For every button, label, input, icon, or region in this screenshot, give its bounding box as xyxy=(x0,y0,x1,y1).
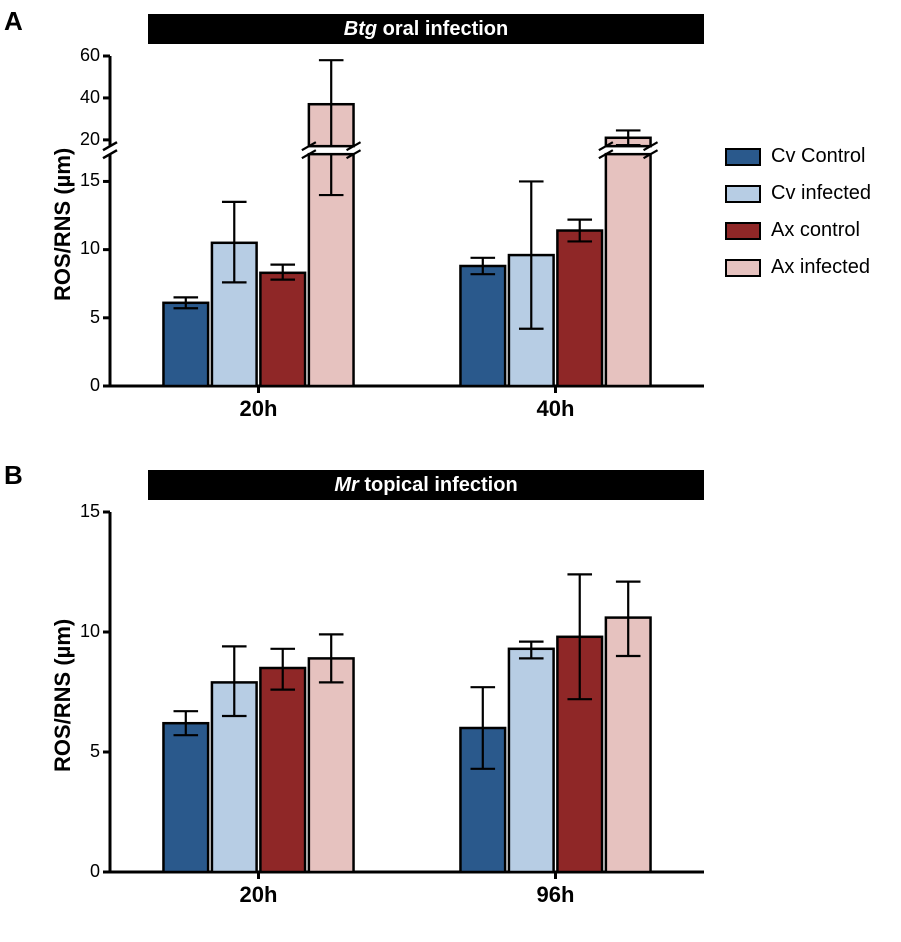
legend-swatch xyxy=(725,148,761,166)
y-tick-label: 5 xyxy=(70,307,100,328)
panel-b-title-rest: topical infection xyxy=(359,474,518,496)
y-tick-label: 60 xyxy=(70,45,100,66)
panel-b-label: B xyxy=(4,460,23,491)
legend-item: Cv Control xyxy=(725,145,871,168)
legend-swatch xyxy=(725,259,761,277)
y-tick-label: 15 xyxy=(70,170,100,191)
legend-label: Ax control xyxy=(771,219,860,242)
panel-b-svg xyxy=(110,512,704,872)
y-tick-label: 15 xyxy=(70,501,100,522)
legend-swatch xyxy=(725,222,761,240)
x-tick-label: 20h xyxy=(219,882,299,908)
panel-a-title-bar: Btg oral infection xyxy=(148,14,704,44)
legend: Cv Control Cv infected Ax control Ax infect… xyxy=(725,145,871,293)
legend-label: Ax infected xyxy=(771,256,870,279)
panel-a-plot: 05101520406020h40h xyxy=(110,56,704,386)
x-tick-label: 96h xyxy=(516,882,596,908)
figure: A Btg oral infection ROS/RNS (µm) 051015… xyxy=(0,0,901,942)
legend-item: Ax infected xyxy=(725,256,871,279)
panel-a-label: A xyxy=(4,6,23,37)
panel-a-svg xyxy=(110,56,704,386)
y-tick-label: 20 xyxy=(70,129,100,150)
y-tick-label: 10 xyxy=(70,238,100,259)
y-tick-label: 0 xyxy=(70,861,100,882)
y-tick-label: 10 xyxy=(70,621,100,642)
legend-item: Cv infected xyxy=(725,182,871,205)
panel-b-title-bar: Mr topical infection xyxy=(148,470,704,500)
x-tick-label: 20h xyxy=(219,396,299,422)
y-tick-label: 5 xyxy=(70,741,100,762)
legend-label: Cv Control xyxy=(771,145,865,168)
panel-a-title-rest: oral infection xyxy=(377,18,508,40)
legend-item: Ax control xyxy=(725,219,871,242)
x-tick-label: 40h xyxy=(516,396,596,422)
legend-swatch xyxy=(725,185,761,203)
panel-b-title-italic: Mr xyxy=(334,474,358,496)
y-tick-label: 40 xyxy=(70,87,100,108)
y-tick-label: 0 xyxy=(70,375,100,396)
panel-a-title-italic: Btg xyxy=(344,18,377,40)
legend-label: Cv infected xyxy=(771,182,871,205)
panel-b-plot: 05101520h96h xyxy=(110,512,704,872)
